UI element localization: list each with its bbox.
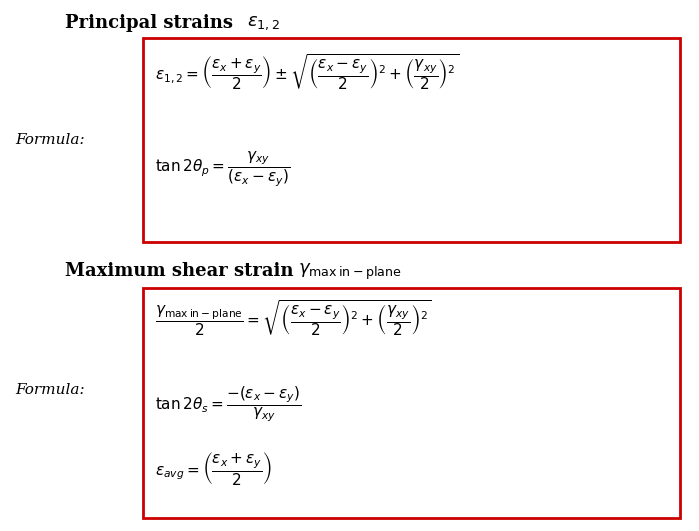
Bar bbox=[143, 38, 680, 242]
Text: $\dfrac{\gamma_{\mathrm{max\,in-plane}}}{2} = \sqrt{\left(\dfrac{\varepsilon_x -: $\dfrac{\gamma_{\mathrm{max\,in-plane}}}… bbox=[155, 298, 431, 338]
Text: Maximum shear strain: Maximum shear strain bbox=[65, 262, 300, 280]
Text: $\varepsilon_{1,2}$: $\varepsilon_{1,2}$ bbox=[247, 14, 280, 32]
Bar bbox=[143, 288, 680, 518]
Text: Formula:: Formula: bbox=[15, 383, 85, 397]
Text: $\tan 2\theta_s = \dfrac{-(\varepsilon_x - \varepsilon_y)}{\gamma_{xy}}$: $\tan 2\theta_s = \dfrac{-(\varepsilon_x… bbox=[155, 385, 302, 424]
Text: Principal strains: Principal strains bbox=[65, 14, 239, 32]
Text: $\varepsilon_{1,2} = \left(\dfrac{\varepsilon_x + \varepsilon_y}{2}\right) \pm \: $\varepsilon_{1,2} = \left(\dfrac{\varep… bbox=[155, 52, 459, 92]
Text: $\varepsilon_{avg} = \left(\dfrac{\varepsilon_x + \varepsilon_y}{2}\right)$: $\varepsilon_{avg} = \left(\dfrac{\varep… bbox=[155, 450, 272, 487]
Text: $\tan 2\theta_p = \dfrac{\gamma_{xy}}{(\varepsilon_x - \varepsilon_y)}$: $\tan 2\theta_p = \dfrac{\gamma_{xy}}{(\… bbox=[155, 150, 290, 189]
Text: $\gamma_{\mathrm{max\,in-plane}}$: $\gamma_{\mathrm{max\,in-plane}}$ bbox=[298, 262, 401, 282]
Text: Formula:: Formula: bbox=[15, 133, 85, 147]
